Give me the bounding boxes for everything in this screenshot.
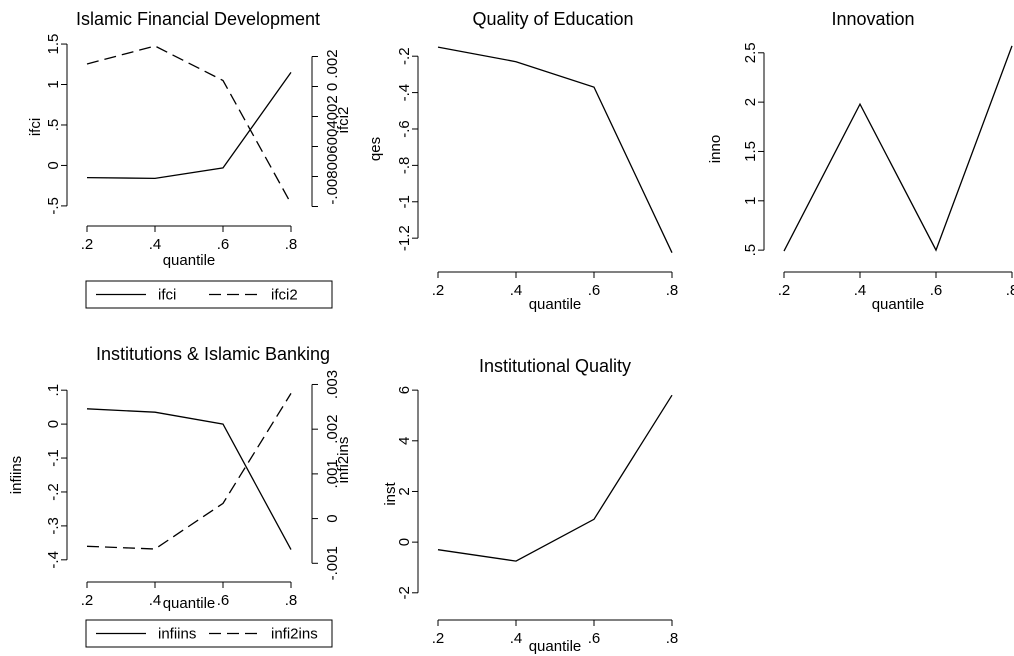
series-line-inst — [437, 394, 673, 562]
y-tick-label: -.4 — [396, 84, 413, 102]
chart-panel: Institutional Quality -2 0 2 4 6 inst .2 .4 .6 .8 q… — [382, 356, 678, 655]
legend-label: infiins — [158, 626, 196, 643]
x-axis-label: quantile — [163, 595, 216, 612]
series-line-ifci — [86, 72, 292, 180]
y-axis-label: inno — [707, 135, 724, 163]
y-tick-label: 1.5 — [45, 34, 62, 55]
chart-title: Islamic Financial Development — [76, 9, 320, 29]
y-tick-label: 0 — [45, 420, 62, 428]
y-tick-label: -.6 — [396, 120, 413, 138]
y2-tick-labels: -.008006004002 0 .002 — [324, 49, 341, 204]
y2-tick-label: .001 — [324, 459, 341, 488]
y-tick-label: 4 — [396, 437, 413, 445]
chart-panel: Institutions & Islamic Banking -.4 -.3 -.2 -… — [8, 344, 352, 648]
x-tick-label: .6 — [217, 592, 230, 609]
series-line-qes — [437, 46, 673, 253]
y-tick-label: 1.5 — [742, 141, 759, 162]
x-axis-label: quantile — [529, 638, 582, 655]
y-tick-label: -.3 — [45, 517, 62, 535]
y-tick-label: -.5 — [45, 197, 62, 215]
y-axis-label: inst — [382, 481, 399, 505]
x-tick-label: .6 — [588, 630, 601, 647]
y-tick-label: .5 — [45, 119, 62, 132]
chart-title: Innovation — [831, 9, 914, 29]
y2-axis-label: ifci2 — [335, 107, 352, 134]
y-axis-label: ifci — [27, 118, 44, 136]
x-tick-label: .8 — [666, 282, 679, 299]
chart-title: Institutions & Islamic Banking — [96, 344, 330, 364]
x-tick-label: .2 — [81, 236, 94, 253]
chart-title: Institutional Quality — [479, 356, 631, 376]
y-tick-label: 1 — [45, 80, 62, 88]
x-axis-label: quantile — [163, 252, 216, 269]
y-tick-label: -2 — [396, 586, 413, 599]
x-tick-label: .8 — [666, 630, 679, 647]
series-line-inno — [783, 45, 1013, 252]
x-tick-label: .8 — [285, 236, 298, 253]
y-tick-label: 0 — [45, 161, 62, 169]
legend: ifci ifci2 — [85, 280, 333, 309]
y-tick-label: .1 — [45, 384, 62, 397]
y-tick-label: 6 — [396, 386, 413, 394]
x-tick-label: .4 — [510, 282, 523, 299]
y-tick-label: -.4 — [45, 551, 62, 569]
x-tick-label: .4 — [149, 592, 162, 609]
x-tick-label: .4 — [854, 282, 867, 299]
y2-axis-label: infi2ins — [335, 437, 352, 484]
x-tick-label: .4 — [149, 236, 162, 253]
x-tick-label: .2 — [432, 630, 445, 647]
legend-label: ifci — [158, 287, 176, 304]
x-tick-label: .4 — [510, 630, 523, 647]
series-line-infi2ins — [86, 393, 292, 550]
legend-label: infi2ins — [271, 626, 318, 643]
y-tick-label: -.1 — [45, 449, 62, 467]
x-tick-label: .6 — [588, 282, 601, 299]
y-tick-label: 0 — [396, 538, 413, 546]
y-tick-label: -.8 — [396, 157, 413, 175]
y-tick-label: -.2 — [396, 47, 413, 65]
legend-label: ifci2 — [271, 287, 298, 304]
y-tick-label: -.2 — [45, 483, 62, 501]
y-tick-label: 2 — [396, 487, 413, 495]
legend: infiins infi2ins — [85, 619, 333, 648]
chart-panel: Quality of Education -1.2 -1 -.8 -.6 -.4 -.2 qe… — [367, 9, 678, 313]
chart-panel: Islamic Financial Development -.5 0 .5 1 1.5 i… — [27, 9, 352, 309]
y-tick-label: -1.2 — [396, 225, 413, 251]
y2-tick-label: .002 — [324, 415, 341, 444]
chart-panel: Innovation .5 1 1.5 2 2.5 inno .2 .4 .6 .8 quantile — [707, 9, 1014, 313]
y-tick-label: .5 — [742, 244, 759, 257]
y2-tick-label: -.001 — [324, 546, 341, 580]
x-axis-label: quantile — [872, 296, 925, 313]
x-tick-label: .2 — [432, 282, 445, 299]
x-tick-label: .8 — [1006, 282, 1014, 299]
x-tick-label: .8 — [285, 592, 298, 609]
y2-tick-label: .003 — [324, 370, 341, 399]
y-tick-label: 2 — [742, 98, 759, 106]
x-tick-label: .6 — [930, 282, 943, 299]
y-axis-label: infiins — [8, 456, 25, 494]
y2-tick-label: 0 — [324, 514, 341, 522]
y-tick-label: 2.5 — [742, 42, 759, 63]
x-tick-label: .2 — [81, 592, 94, 609]
x-tick-label: .6 — [217, 236, 230, 253]
y-axis-label: qes — [367, 137, 384, 161]
x-axis-label: quantile — [529, 296, 582, 313]
series-line-ifci2 — [86, 45, 292, 204]
series-line-infiins — [86, 408, 292, 550]
chart-title: Quality of Education — [472, 9, 633, 29]
y-tick-label: 1 — [742, 197, 759, 205]
x-tick-label: .2 — [778, 282, 791, 299]
y-tick-label: -1 — [396, 195, 413, 208]
